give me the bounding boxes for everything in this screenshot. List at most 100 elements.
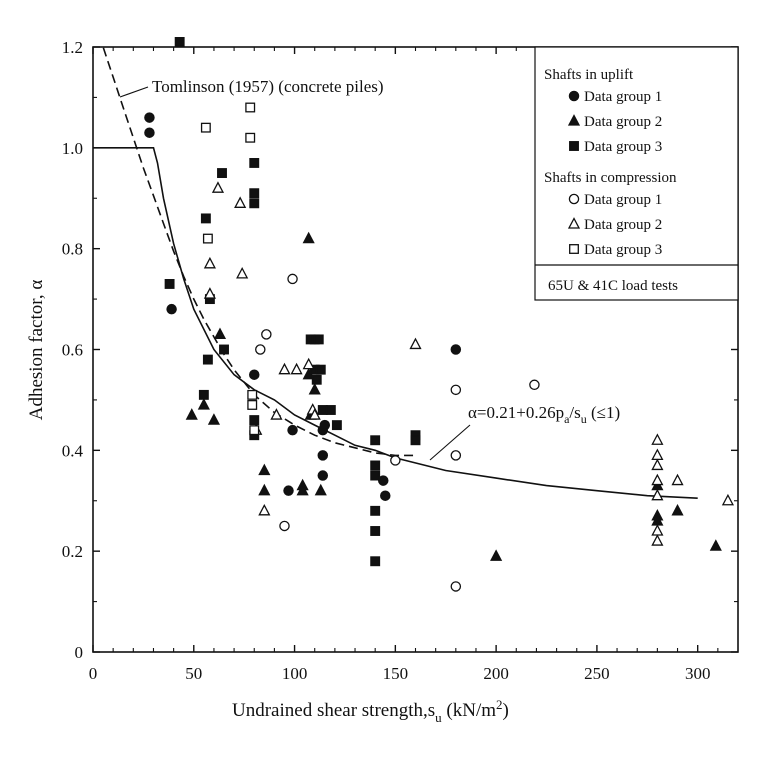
uplift-data-group-3-point: [315, 364, 326, 375]
legend-footer: 65U & 41C load tests: [548, 278, 678, 294]
uplift-data-group-3-point: [370, 526, 381, 536]
uplift-data-group-3-point: [370, 460, 381, 471]
formula-leader: [429, 424, 471, 461]
y-axis-title: Adhesion factor, α: [26, 280, 47, 421]
uplift-data-group-3-point: [410, 435, 421, 446]
uplift-data-group-3-point: [249, 415, 260, 426]
uplift-data-group-1-point: [377, 475, 389, 486]
compression-data-group-2-point: [203, 256, 216, 269]
compression-data-group-2-point: [409, 337, 422, 350]
legend: Shafts in uplift Shafts in compression 6…: [534, 46, 739, 301]
legend-heading-uplift: Shafts in uplift: [544, 67, 634, 83]
uplift-data-group-2-point: [258, 483, 271, 496]
compression-data-group-3-point: [245, 132, 256, 143]
uplift-data-group-3-point: [313, 334, 324, 345]
compression-data-group-1-point: [390, 455, 401, 466]
uplift-data-group-3-point: [217, 168, 227, 178]
compression-data-group-2-point: [278, 362, 291, 375]
uplift-data-group-2-point: [213, 327, 227, 340]
x-tick-label: 150: [383, 664, 409, 683]
uplift-data-group-2-point: [709, 539, 722, 551]
formula-label: α=0.21+0.26pa/su (≤1): [468, 403, 620, 426]
uplift-data-group-2-point: [296, 483, 309, 496]
legend-uplift-data-group-3-label: Data group 3: [584, 139, 662, 155]
y-tick-label: 1.2: [62, 38, 83, 57]
y-tick-label: 0.4: [62, 441, 84, 460]
axis-ticks: 0 50 100 150 200 250 300 0 0.2 0.4 0.6 0.8 1.0 1.2: [62, 38, 738, 683]
compression-data-group-1-point: [450, 581, 462, 592]
compression-data-group-1-point: [255, 344, 266, 355]
uplift-data-group-2-point: [314, 483, 327, 496]
uplift-data-group-3-point: [370, 470, 381, 481]
uplift-data-group-3-point: [249, 158, 260, 168]
compression-data-group-3-point: [200, 122, 211, 133]
compression-data-group-1-point: [287, 273, 298, 285]
x-tick-label: 200: [483, 664, 509, 683]
compression-data-group-2-point: [671, 473, 684, 486]
uplift-data-group-3-point: [370, 556, 381, 567]
uplift-data-group-3-point: [164, 279, 175, 289]
compression-data-group-1-point: [450, 384, 462, 396]
compression-data-group-1-point: [450, 450, 462, 461]
uplift-data-group-3-point: [331, 420, 342, 431]
alpha-formula-curve: [93, 147, 698, 499]
uplift-data-group-2-point: [490, 549, 503, 561]
uplift-data-group-3-point: [311, 374, 322, 385]
x-axis-title: Undrained shear strength,su (kN/m2): [232, 697, 509, 725]
legend-uplift-data-group-2-marker: [567, 114, 581, 126]
uplift-data-group-1-point: [144, 112, 155, 123]
compression-data-group-3-point: [247, 400, 258, 410]
legend-items: Data group 1 Data group 2 Data group 3 Data…: [567, 89, 662, 258]
legend-compression-data-group-3-marker: [569, 244, 579, 254]
uplift-data-group-2-point: [671, 503, 684, 516]
uplift-data-group-3-point: [370, 505, 381, 516]
uplift-data-group-3-point: [174, 37, 185, 47]
compression-data-group-2-point: [236, 266, 249, 279]
x-tick-label: 50: [185, 664, 202, 683]
compression-data-group-2-point: [651, 488, 664, 501]
legend-uplift-data-group-1-label: Data group 1: [584, 89, 662, 105]
uplift-data-group-3-point: [249, 198, 260, 209]
fitted-curves: [93, 47, 698, 499]
uplift-data-group-3-point: [325, 405, 336, 415]
compression-data-group-2-point: [290, 362, 303, 375]
uplift-data-group-2-point: [258, 463, 271, 476]
uplift-data-group-1-point: [248, 369, 260, 380]
compression-data-group-2-point: [651, 448, 664, 461]
compression-data-group-1-point: [529, 379, 540, 391]
data-points: [144, 37, 734, 592]
uplift-data-group-3-point: [198, 389, 209, 400]
x-tick-label: 250: [584, 664, 610, 683]
x-tick-label: 300: [685, 664, 711, 683]
compression-data-group-3-point: [247, 389, 258, 400]
y-tick-label: 0.6: [62, 341, 83, 360]
compression-data-group-2-point: [302, 357, 315, 370]
uplift-data-group-1-point: [317, 470, 329, 481]
uplift-data-group-1-point: [319, 419, 331, 431]
uplift-data-group-1-point: [380, 490, 391, 501]
y-tick-label: 0.2: [62, 542, 83, 561]
compression-data-group-2-point: [258, 503, 271, 516]
legend-uplift-data-group-1-marker: [568, 90, 580, 102]
legend-compression-data-group-3-label: Data group 3: [584, 242, 662, 258]
uplift-data-group-3-point: [202, 354, 213, 365]
compression-data-group-3-point: [245, 102, 256, 113]
compression-data-group-2-point: [651, 524, 664, 536]
tomlinson-leader: [119, 86, 149, 98]
uplift-data-group-1-point: [450, 344, 462, 355]
uplift-data-group-1-point: [144, 127, 155, 138]
compression-data-group-2-point: [651, 534, 664, 546]
compression-data-group-1-point: [261, 329, 272, 340]
compression-data-group-1-point: [279, 520, 290, 532]
legend-compression-data-group-2-marker: [567, 217, 581, 229]
compression-data-group-2-point: [203, 287, 216, 299]
uplift-data-group-1-point: [166, 303, 177, 315]
uplift-data-group-3-point: [317, 405, 328, 415]
y-tick-label: 0: [75, 643, 84, 662]
compression-data-group-2-point: [651, 473, 664, 486]
tomlinson-curve: [102, 47, 416, 457]
legend-uplift-data-group-2-label: Data group 2: [584, 114, 662, 130]
uplift-data-group-3-point: [249, 188, 260, 199]
